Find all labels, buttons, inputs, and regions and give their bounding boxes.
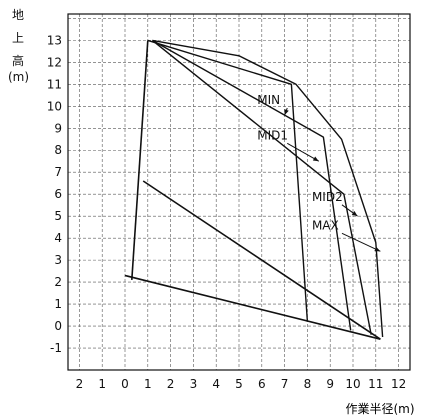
x-tick-label: 3 [190,377,198,391]
series-line-min [147,39,309,322]
y-tick-label: 1 [54,297,62,311]
annotation-label-min: MIN [257,93,280,107]
y-tick-label: 2 [54,275,62,289]
x-tick-label: 11 [368,377,383,391]
series-line-mid2 [151,39,372,335]
annotation-arrow-head [312,156,319,162]
y-tick-label: 12 [47,55,62,69]
x-tick-label: 2 [167,377,175,391]
x-tick-label: 1 [98,377,106,391]
series-lines [147,39,384,338]
x-axis-label: 作業半径(m) [345,402,414,416]
y-tick-label: 8 [54,143,62,157]
annotation-arrow-head [284,109,289,116]
x-tick-label: 6 [258,377,266,391]
envelope-line [142,180,381,340]
y-tick-label: 11 [47,77,62,91]
annotation-label-mid1: MID1 [257,128,288,142]
y-tick-label: 13 [47,33,62,47]
y-axis-label-char-4: (m) [8,70,30,84]
x-tick-label: 9 [326,377,334,391]
y-tick-label: 9 [54,121,62,135]
y-tick-label: 10 [47,99,62,113]
x-tick-label: 4 [212,377,220,391]
y-axis-label-char-3: 高 [12,54,25,68]
annotation-label-max: MAX [312,218,339,232]
annotation-arrow-head [374,246,381,252]
y-tick-label: -1 [50,341,62,355]
annotation-arrow-line [286,142,320,162]
y-tick-label: 0 [54,319,62,333]
x-tick-label: 5 [235,377,243,391]
plot-frame [67,13,411,371]
y-tick-label: 6 [54,187,62,201]
envelope-line [124,274,381,340]
series-line-mid1 [152,39,352,331]
x-tick-label: 12 [391,377,406,391]
annotation-arrow-line [341,232,381,252]
plot-border [67,13,411,371]
y-tick-label: 5 [54,209,62,223]
x-tick-label: 1 [144,377,152,391]
x-tick-label: 8 [304,377,312,391]
y-tick-label: 3 [54,253,62,267]
x-tick-labels: 2 1 0 1 2 3 4 5 6 7 8 9 10 11 12 [76,377,407,391]
x-tick-label: 0 [121,377,129,391]
envelope-lines [124,40,381,340]
y-axis-label-char-2: 上 [12,31,25,45]
annotation-label-mid2: MID2 [312,190,343,204]
y-tick-label: 4 [54,231,62,245]
x-tick-label: 2 [76,377,84,391]
series-line-max [152,39,384,338]
annotations: MIN MID1 MID2 MAX [257,93,381,252]
x-tick-label: 7 [281,377,289,391]
x-tick-label: 10 [345,377,360,391]
envelope-line [131,40,149,280]
y-tick-label: 7 [54,165,62,179]
annotation-arrow-head [351,211,358,217]
y-axis-label-char-1: 地 [12,8,25,22]
